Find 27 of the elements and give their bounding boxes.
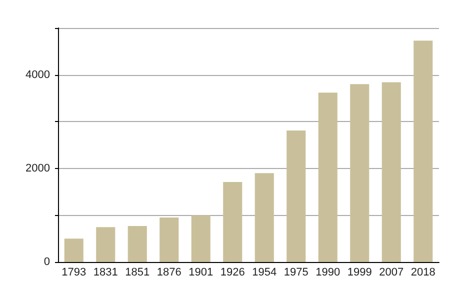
x-tick-label: 1954	[252, 266, 277, 278]
x-tick-label: 1990	[316, 266, 340, 278]
bar	[254, 173, 274, 262]
bar	[318, 92, 338, 262]
bar	[160, 218, 179, 262]
bar	[414, 40, 433, 262]
x-tick-label: 1793	[62, 266, 86, 278]
bar	[223, 182, 242, 262]
bar	[191, 215, 210, 262]
y-tick-label: 4000	[26, 68, 50, 81]
x-tick-label: 1975	[284, 266, 308, 278]
x-tick-label: 1999	[347, 266, 372, 278]
y-tick-label: 2000	[26, 162, 50, 174]
bar	[382, 82, 401, 262]
bar	[286, 130, 306, 262]
x-tick-label: 1901	[188, 266, 214, 278]
x-tick-label: 1831	[93, 266, 118, 278]
x-tick-label: 2018	[410, 266, 436, 278]
bar	[350, 84, 370, 262]
x-tick-label: 1876	[156, 266, 182, 278]
bar	[64, 238, 84, 262]
bar	[96, 227, 116, 262]
bar	[128, 226, 147, 262]
y-tick-label: 0	[44, 256, 50, 268]
x-tick-label: 2007	[379, 266, 404, 278]
x-tick-label: 1926	[220, 266, 245, 278]
x-tick-label: 1851	[125, 266, 150, 278]
